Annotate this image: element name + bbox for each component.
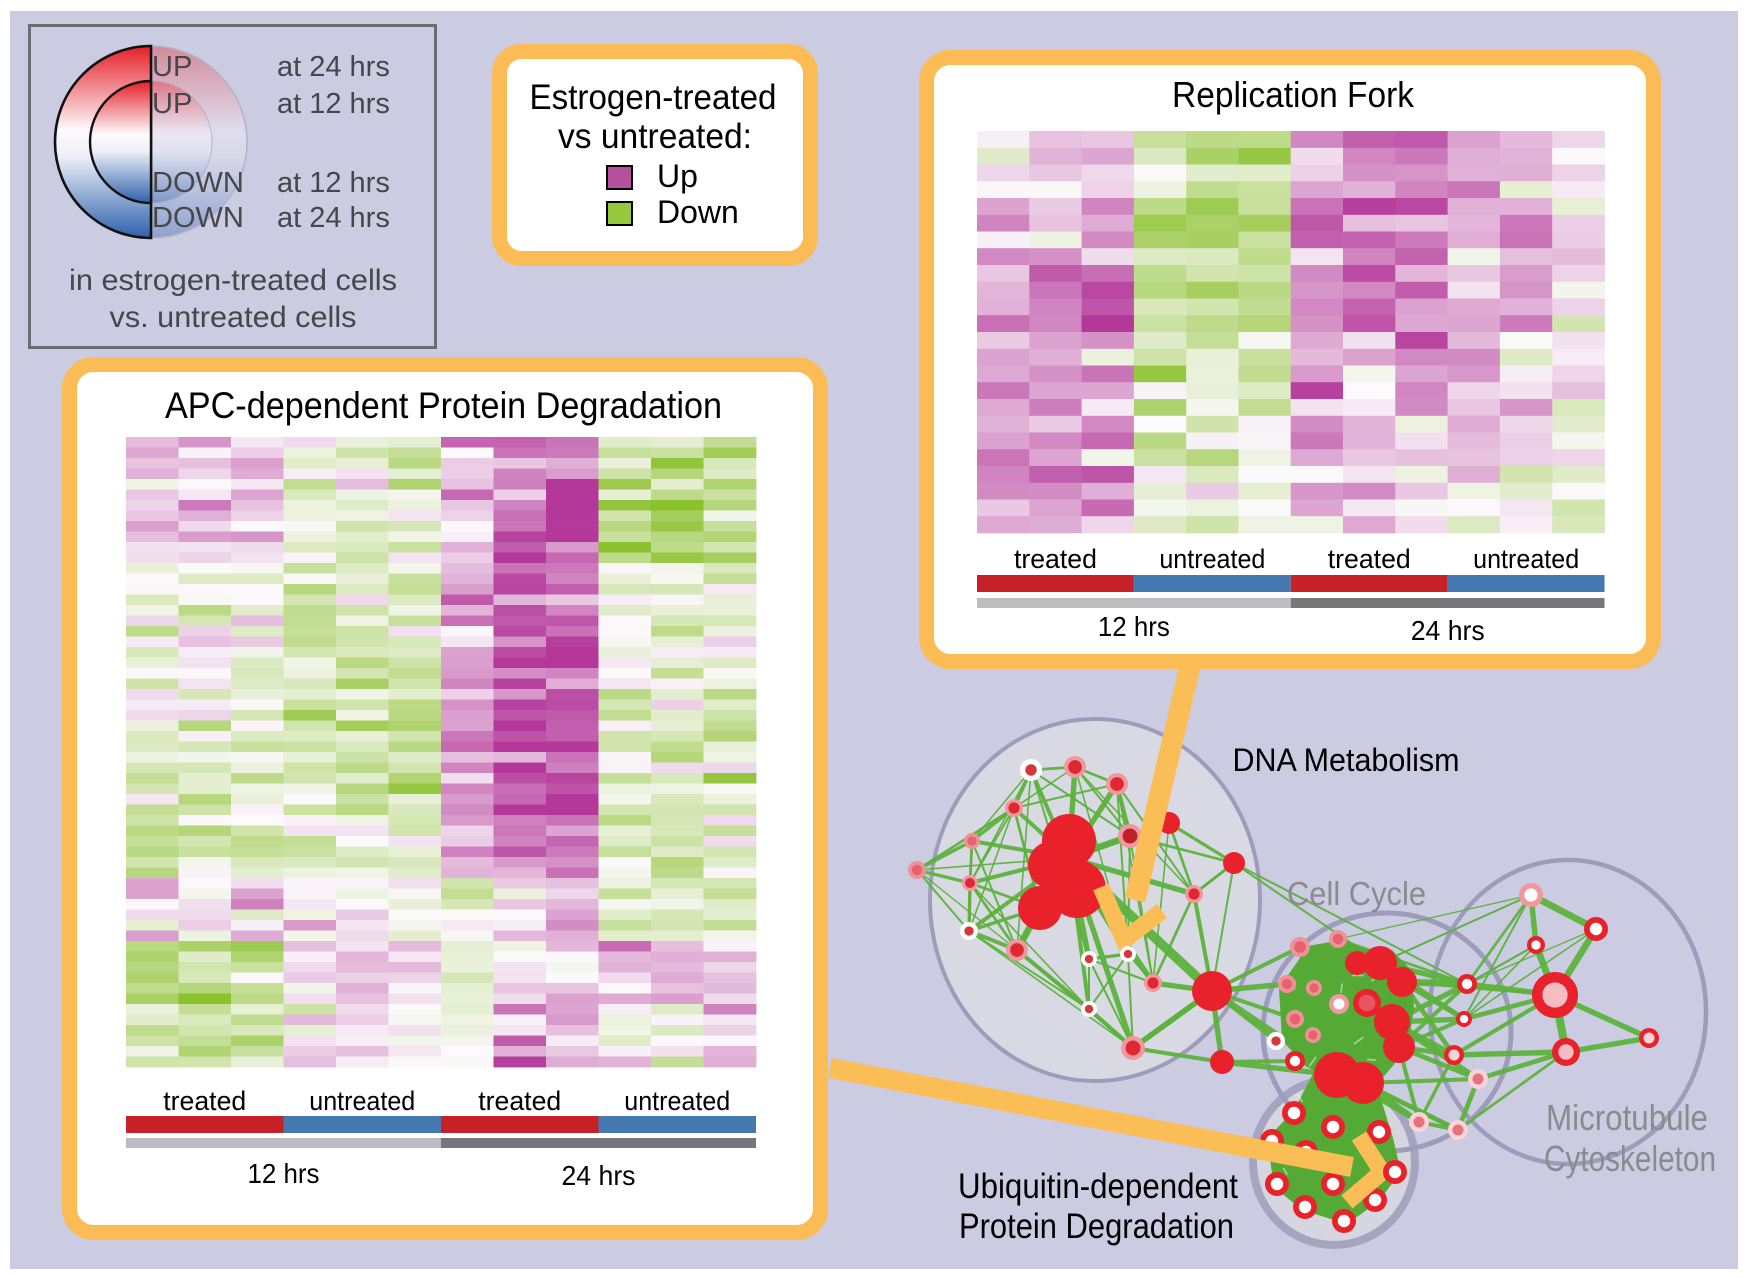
svg-text:treated: treated <box>478 1086 561 1116</box>
svg-text:untreated: untreated <box>1159 544 1265 574</box>
svg-text:treated: treated <box>1014 544 1097 574</box>
svg-text:untreated: untreated <box>309 1086 415 1116</box>
svg-text:Ubiquitin-dependent: Ubiquitin-dependent <box>958 1167 1238 1206</box>
svg-text:Down: Down <box>657 194 739 230</box>
svg-text:vs untreated:: vs untreated: <box>558 117 752 156</box>
svg-text:APC-dependent Protein Degradat: APC-dependent Protein Degradation <box>165 385 722 426</box>
svg-text:Cell Cycle: Cell Cycle <box>1287 875 1426 912</box>
svg-text:at 12 hrs: at 12 hrs <box>277 88 390 120</box>
svg-text:Up: Up <box>657 158 698 194</box>
svg-text:Estrogen-treated: Estrogen-treated <box>530 78 777 117</box>
svg-text:in estrogen-treated cells: in estrogen-treated cells <box>69 264 397 297</box>
svg-text:treated: treated <box>1328 544 1411 574</box>
svg-text:Replication Fork: Replication Fork <box>1172 74 1415 115</box>
svg-text:UP: UP <box>152 88 192 120</box>
svg-text:12 hrs: 12 hrs <box>1098 611 1170 642</box>
svg-text:untreated: untreated <box>1473 544 1579 574</box>
svg-text:DOWN: DOWN <box>152 202 244 234</box>
svg-text:at 24 hrs: at 24 hrs <box>277 202 390 234</box>
svg-text:Microtubule: Microtubule <box>1546 1097 1708 1138</box>
svg-text:at 24 hrs: at 24 hrs <box>277 51 390 83</box>
svg-text:DOWN: DOWN <box>152 167 244 199</box>
svg-text:at 12 hrs: at 12 hrs <box>277 167 390 199</box>
svg-text:vs. untreated cells: vs. untreated cells <box>110 301 357 334</box>
svg-text:Cytoskeleton: Cytoskeleton <box>1544 1138 1716 1179</box>
svg-text:UP: UP <box>152 51 192 83</box>
svg-text:DNA Metabolism: DNA Metabolism <box>1233 742 1460 778</box>
svg-text:untreated: untreated <box>624 1086 730 1116</box>
svg-text:24 hrs: 24 hrs <box>1411 615 1485 646</box>
svg-text:24 hrs: 24 hrs <box>562 1160 636 1191</box>
svg-text:12 hrs: 12 hrs <box>248 1158 320 1189</box>
svg-text:treated: treated <box>163 1086 246 1116</box>
svg-text:Protein Degradation: Protein Degradation <box>959 1207 1234 1246</box>
